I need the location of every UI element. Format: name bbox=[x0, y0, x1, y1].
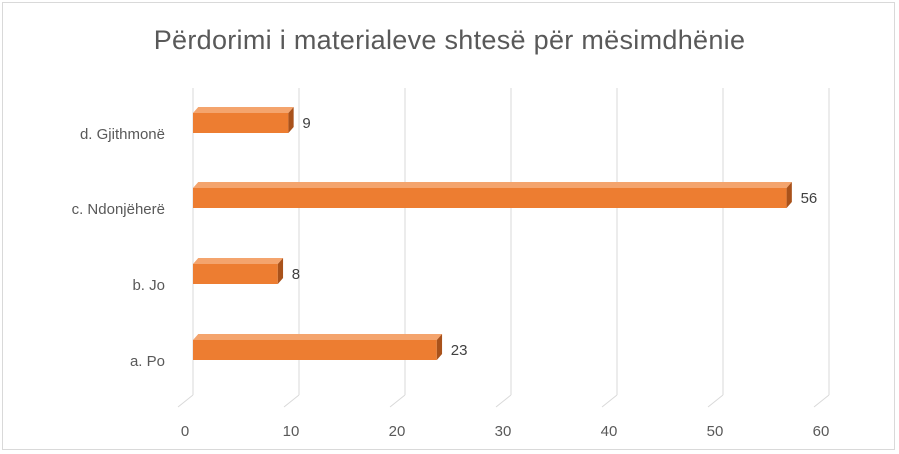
x-tick-label: 50 bbox=[707, 423, 724, 440]
bar bbox=[193, 113, 289, 133]
bar-layer bbox=[193, 107, 792, 360]
bar-side-face bbox=[288, 107, 294, 133]
gridline-depth bbox=[601, 394, 618, 408]
x-tick-label: 40 bbox=[601, 423, 618, 440]
gridline-depth bbox=[707, 394, 724, 408]
bar bbox=[193, 264, 278, 284]
gridline-depth bbox=[177, 394, 194, 408]
gridline-depth bbox=[813, 394, 830, 408]
category-label: d. Gjithmonë bbox=[80, 126, 165, 143]
bar-top-face bbox=[193, 107, 294, 113]
x-tick-label: 60 bbox=[813, 423, 830, 440]
x-tick-label: 30 bbox=[495, 423, 512, 440]
bar-top-face bbox=[193, 258, 284, 264]
bar-side-face bbox=[436, 334, 443, 360]
gridline-depth bbox=[283, 394, 300, 408]
chart-title: Përdorimi i materialeve shtesë për mësim… bbox=[153, 25, 746, 55]
category-label: a. Po bbox=[130, 353, 165, 370]
bar-top-face bbox=[193, 334, 443, 340]
x-tick-label: 0 bbox=[181, 423, 189, 440]
bar-side-face bbox=[786, 182, 792, 208]
data-label: 56 bbox=[801, 190, 818, 207]
data-label: 9 bbox=[302, 115, 310, 132]
bar-top-face bbox=[193, 182, 792, 188]
gridline-depth bbox=[389, 394, 406, 408]
bar bbox=[193, 340, 437, 360]
x-tick-label: 20 bbox=[389, 423, 406, 440]
data-label: 8 bbox=[292, 266, 300, 283]
label-layer: 0 10 20 30 40 50 60 23 a. Po 8 b. Jo 56 c. Ndonjëher… bbox=[72, 115, 830, 440]
bar bbox=[193, 188, 787, 208]
category-label: b. Jo bbox=[132, 277, 165, 294]
bar-side-face bbox=[277, 258, 284, 284]
data-label: 23 bbox=[451, 342, 468, 359]
category-label: c. Ndonjëherë bbox=[72, 201, 165, 218]
gridline-depth bbox=[495, 394, 512, 408]
x-tick-label: 10 bbox=[283, 423, 300, 440]
